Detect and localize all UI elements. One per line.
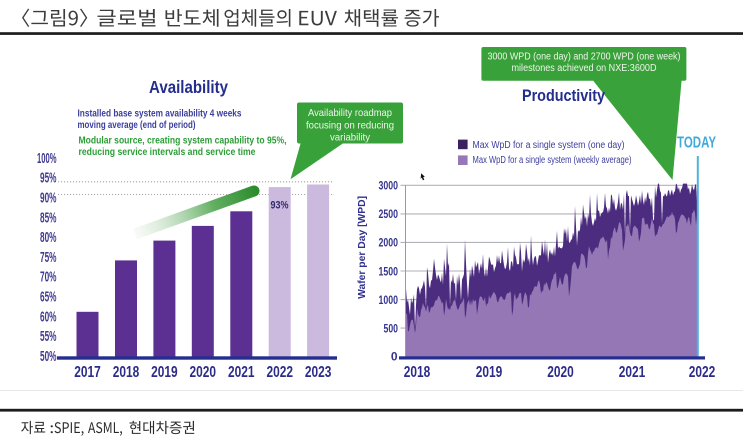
svg-text:TODAY: TODAY xyxy=(677,135,716,152)
svg-text:2500: 2500 xyxy=(379,207,399,221)
svg-text:3000: 3000 xyxy=(379,179,399,193)
svg-text:55%: 55% xyxy=(40,328,57,345)
svg-text:milestones achieved on NXE:360: milestones achieved on NXE:3600D xyxy=(512,63,657,74)
svg-text:Modular source, creating syste: Modular source, creating system capabili… xyxy=(79,135,287,147)
svg-text:2018: 2018 xyxy=(404,364,431,381)
svg-text:variability: variability xyxy=(330,132,371,144)
svg-text:3000 WPD (one day) and 2700 WP: 3000 WPD (one day) and 2700 WPD (one wee… xyxy=(488,52,681,63)
svg-text:moving average (end of period): moving average (end of period) xyxy=(78,119,196,131)
svg-text:2000: 2000 xyxy=(379,236,399,250)
svg-text:Installed base system availabi: Installed base system availability 4 wee… xyxy=(78,108,242,120)
svg-text:2023: 2023 xyxy=(305,364,332,381)
svg-text:2022: 2022 xyxy=(266,364,293,381)
svg-text:80%: 80% xyxy=(40,229,57,246)
svg-text:Max WpD for a single system (o: Max WpD for a single system (one day) xyxy=(473,140,625,151)
svg-text:95%: 95% xyxy=(40,170,57,187)
svg-text:reducing service intervals and: reducing service intervals and service t… xyxy=(79,146,256,158)
svg-text:Wafer per Day [WPD]: Wafer per Day [WPD] xyxy=(357,196,368,299)
svg-text:Availability: Availability xyxy=(149,77,228,97)
svg-text:2022: 2022 xyxy=(689,364,716,381)
svg-text:2019: 2019 xyxy=(151,364,178,381)
svg-text:2021: 2021 xyxy=(228,364,255,381)
svg-text:1000: 1000 xyxy=(379,293,399,307)
svg-text:focusing on reducing: focusing on reducing xyxy=(306,120,394,132)
svg-text:90%: 90% xyxy=(40,190,57,207)
svg-text:Availability roadmap: Availability roadmap xyxy=(308,107,392,119)
svg-text:75%: 75% xyxy=(40,249,57,266)
svg-text:0: 0 xyxy=(391,350,398,364)
svg-text:2017: 2017 xyxy=(74,364,101,381)
svg-text:100%: 100% xyxy=(37,150,57,167)
svg-text:1500: 1500 xyxy=(379,264,399,278)
svg-text:Productivity: Productivity xyxy=(522,87,606,105)
svg-text:70%: 70% xyxy=(40,269,57,286)
svg-text:93%: 93% xyxy=(271,200,289,212)
svg-text:2020: 2020 xyxy=(547,364,574,381)
svg-text:85%: 85% xyxy=(40,209,57,226)
svg-text:2021: 2021 xyxy=(619,364,646,381)
svg-text:Max WpD for a single system (w: Max WpD for a single system (weekly aver… xyxy=(473,155,632,166)
svg-text:2019: 2019 xyxy=(476,364,503,381)
svg-text:65%: 65% xyxy=(40,289,57,306)
svg-text:50%: 50% xyxy=(40,348,57,365)
svg-text:500: 500 xyxy=(384,321,399,335)
svg-text:2020: 2020 xyxy=(190,364,217,381)
svg-text:2018: 2018 xyxy=(113,364,140,381)
svg-text:60%: 60% xyxy=(40,308,57,325)
